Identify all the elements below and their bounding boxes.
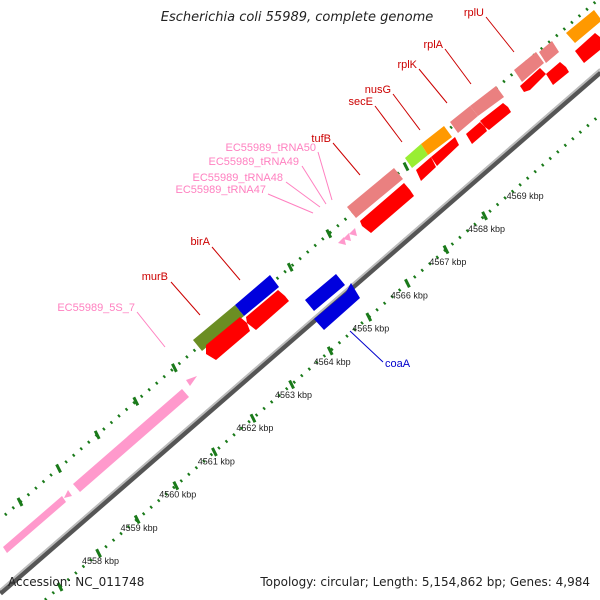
scale-label: 4559 kbp <box>121 523 158 533</box>
accession-text: Accession: NC_011748 <box>8 575 145 589</box>
upper-scale-tick <box>16 497 24 507</box>
label-rplU[interactable]: rplU <box>464 7 484 19</box>
label-tRNA49[interactable]: EC55989_tRNA49 <box>208 156 299 168</box>
label-tufB[interactable]: tufB <box>311 133 331 145</box>
feature-tufB-cds[interactable] <box>360 183 414 233</box>
scale-tick <box>481 211 488 221</box>
scale-tick <box>442 244 450 255</box>
feature-rplU-cds[interactable] <box>520 68 546 92</box>
genome-backbone <box>0 68 600 596</box>
genome-title: Escherichia coli 55989, complete genome <box>0 10 600 25</box>
feature-secE-gene[interactable] <box>405 144 428 168</box>
feature-birA-cds[interactable] <box>246 290 289 330</box>
upper-scale-tick <box>286 262 294 272</box>
scale-label: 4566 kbp <box>391 290 428 300</box>
scale-tick <box>288 379 295 390</box>
label-rplA[interactable]: rplA <box>423 39 443 51</box>
label-secE[interactable]: secE <box>349 96 373 108</box>
scale-label: 4568 kbp <box>468 224 505 234</box>
feature-coaA-gene[interactable] <box>305 274 345 311</box>
label-tRNA48[interactable]: EC55989_tRNA48 <box>192 172 283 184</box>
upper-scale-tick <box>325 228 333 239</box>
feature-birA-gene[interactable] <box>235 275 279 316</box>
label-tRNA47[interactable]: EC55989_tRNA47 <box>175 184 266 196</box>
feature-rrna-23s[interactable] <box>73 376 197 492</box>
label-leaders <box>136 16 515 363</box>
scale-tick <box>365 312 373 322</box>
feature-nusG-cds[interactable] <box>431 137 459 166</box>
scale-tick <box>172 481 180 491</box>
feature-rplU-gene-2[interactable] <box>539 41 559 63</box>
feature-orange-gene-edge[interactable] <box>566 10 600 43</box>
topology-summary: Topology: circular; Length: 5,154,862 bp… <box>260 575 590 589</box>
scale-label: 4567 kbp <box>429 257 466 267</box>
feature-murB-gene[interactable] <box>193 305 244 351</box>
upper-scale-tick <box>402 161 410 172</box>
scale-tick <box>133 514 141 525</box>
label-nusG[interactable]: nusG <box>365 84 391 96</box>
scale-label: 4558 kbp <box>82 556 119 566</box>
scale-label: 4564 kbp <box>314 357 351 367</box>
genome-title-text: Escherichia coli 55989, complete genome <box>160 10 434 25</box>
scale-tick <box>56 582 64 592</box>
feature-rplK-cds[interactable] <box>466 122 487 144</box>
scale-labels: 4558 kbp 4559 kbp 4560 kbp 4561 kbp 4562 kbp… <box>82 191 544 566</box>
feature-rplA-gene[interactable] <box>470 86 504 116</box>
feature-murB-cds[interactable] <box>206 317 250 360</box>
upper-scale-tick <box>132 396 140 407</box>
label-coaA[interactable]: coaA <box>385 358 411 370</box>
label-5S-7[interactable]: EC55989_5S_7 <box>57 302 135 314</box>
upper-scale-tick <box>171 363 178 373</box>
scale-label: 4569 kbp <box>507 191 544 201</box>
upper-dotted-guide <box>4 0 600 517</box>
scale-tick <box>95 548 102 558</box>
scale-label: 4562 kbp <box>236 423 273 433</box>
upper-scale-tick <box>55 463 62 474</box>
label-murB[interactable]: murB <box>142 271 168 283</box>
scale-label: 4560 kbp <box>159 490 196 500</box>
feature-secE-cds[interactable] <box>416 157 436 181</box>
gene-labels: rplU rplA rplK nusG secE tufB EC55989_tR… <box>57 7 484 370</box>
feature-coaA-cds[interactable] <box>314 283 360 330</box>
feature-rplA-cds[interactable] <box>480 103 511 130</box>
scale-tick <box>211 447 218 457</box>
scale-tick <box>249 413 257 423</box>
feature-trna[interactable] <box>338 228 357 245</box>
feature-rplK-gene[interactable] <box>450 106 478 133</box>
feature-rrna-5s[interactable] <box>3 490 72 553</box>
label-birA[interactable]: birA <box>190 236 210 248</box>
scale-tick <box>404 278 411 288</box>
scale-label: 4563 kbp <box>275 390 312 400</box>
major-ticks <box>56 211 488 592</box>
scale-label: 4565 kbp <box>352 324 389 334</box>
feature-rplU-cds-2[interactable] <box>546 62 569 85</box>
label-rplK[interactable]: rplK <box>397 59 417 71</box>
upper-scale-tick <box>93 430 101 440</box>
label-tRNA50[interactable]: EC55989_tRNA50 <box>225 142 316 154</box>
feature-nusG-gene[interactable] <box>421 126 452 155</box>
feature-rplU-cds-3[interactable] <box>575 33 600 63</box>
feature-tufB-gene[interactable] <box>347 168 403 218</box>
scale-label: 4561 kbp <box>198 456 235 466</box>
feature-rplU-gene[interactable] <box>514 52 544 82</box>
scale-tick <box>326 346 334 356</box>
